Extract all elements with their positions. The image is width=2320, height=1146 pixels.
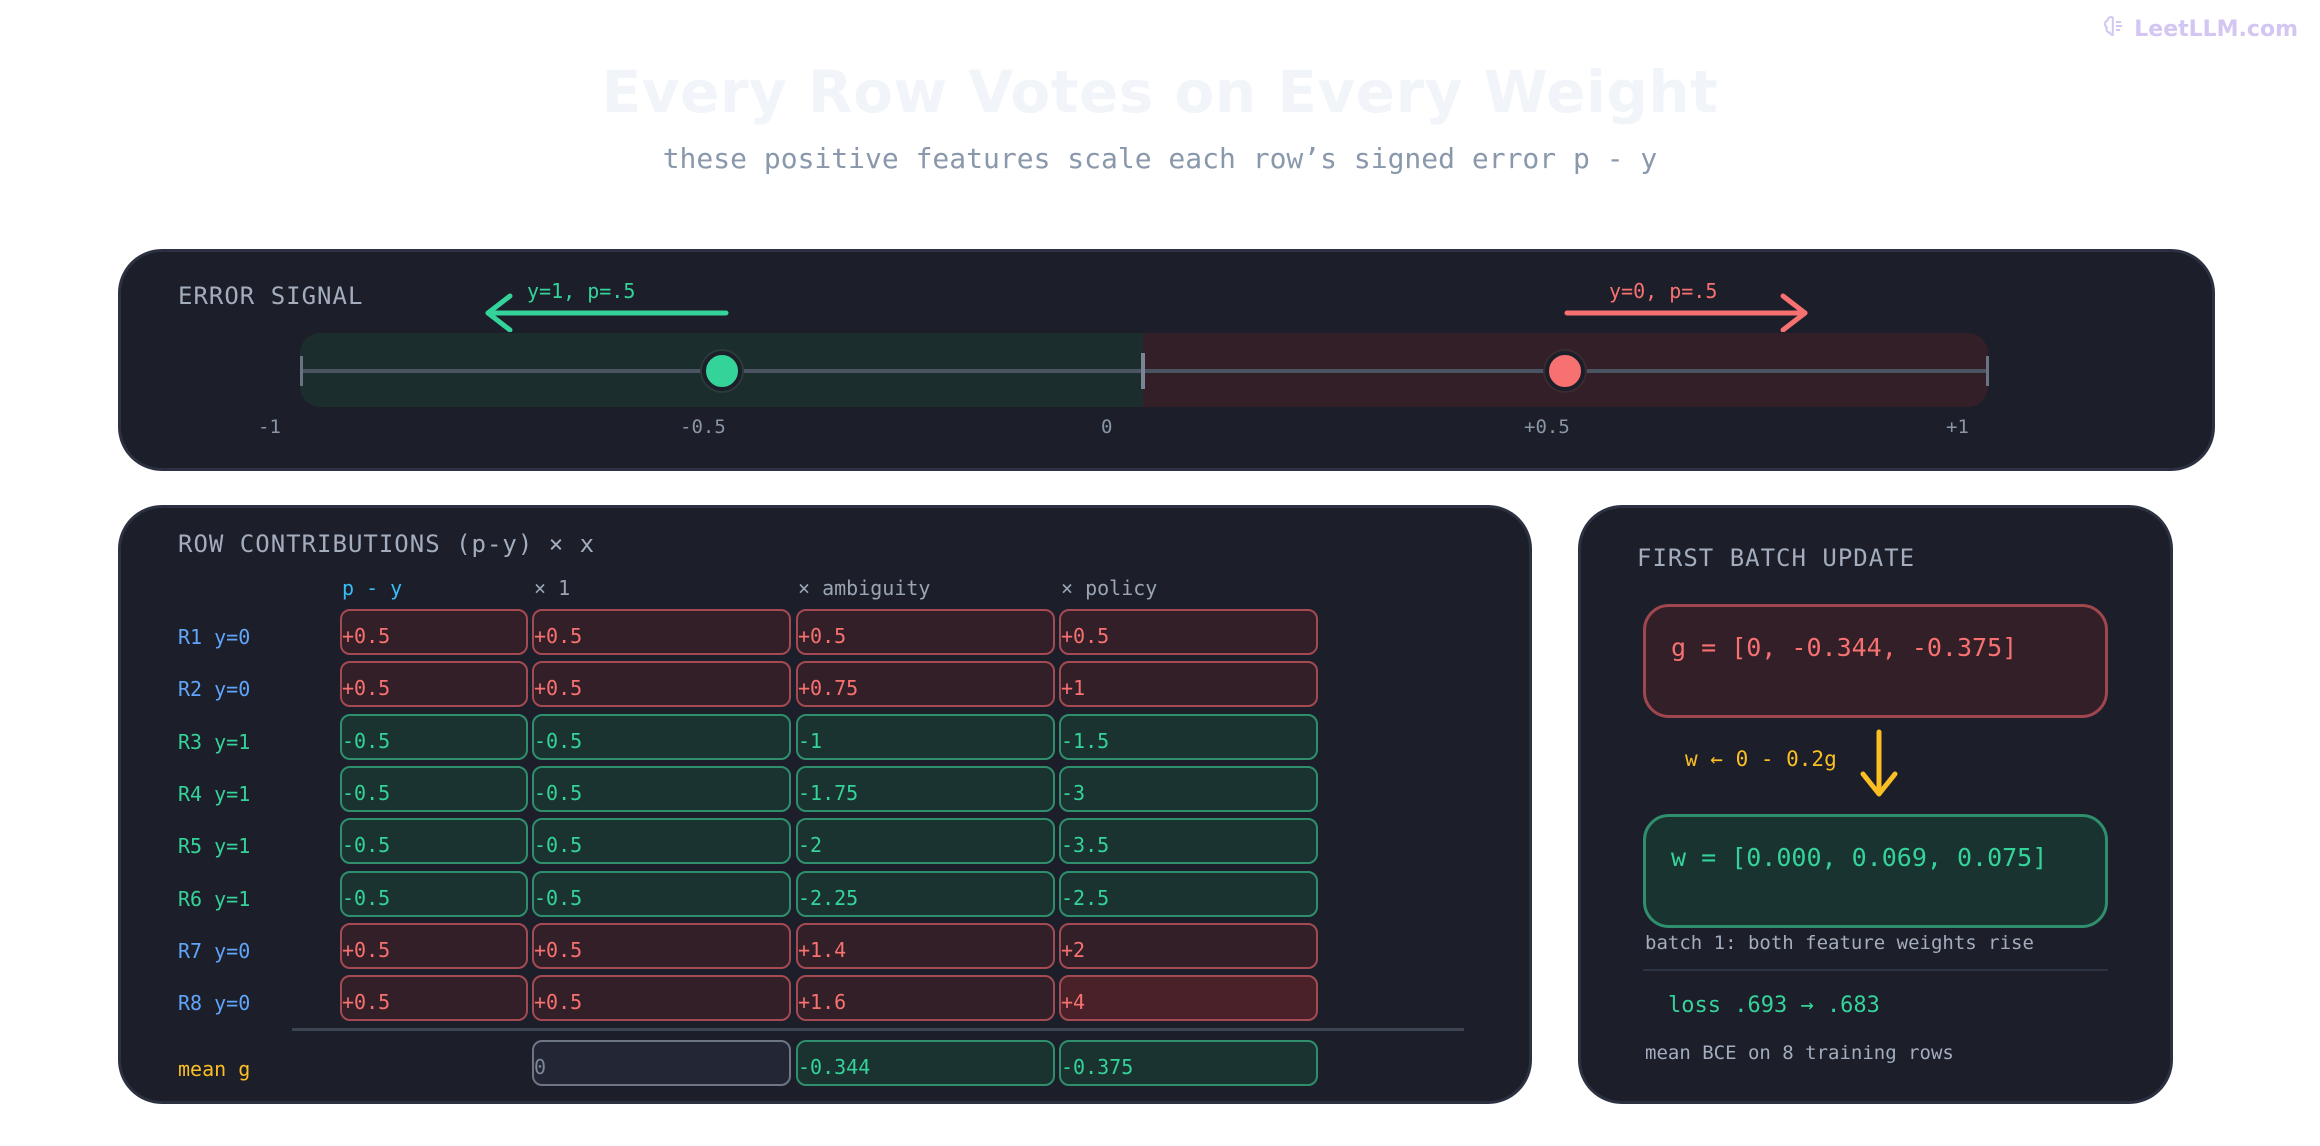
contribution-cell: -0.5 xyxy=(340,871,528,917)
batch-update-heading: FIRST BATCH UPDATE xyxy=(1637,544,1916,572)
mean-cell-ambiguity: -0.344 xyxy=(796,1040,1055,1086)
column-header-times-one: × 1 xyxy=(534,576,571,600)
contribution-cell: -1 xyxy=(796,714,1055,760)
contribution-cell: +0.5 xyxy=(340,975,528,1021)
page-subtitle: these positive features scale each row’s… xyxy=(662,142,1658,175)
contribution-cell: +0.5 xyxy=(796,609,1055,655)
left-arrow-label: y=1, p=.5 xyxy=(527,279,636,303)
row-label: R3 y=1 xyxy=(178,730,251,754)
tick-label-neg-half: -0.5 xyxy=(680,416,726,438)
gradient-box: g = [0, -0.344, -0.375] xyxy=(1643,604,2108,718)
row-label: R4 y=1 xyxy=(178,782,251,806)
tick-label-neg1: -1 xyxy=(258,416,281,438)
contribution-cell: -1.5 xyxy=(1059,714,1318,760)
contribution-cell: -0.5 xyxy=(532,871,791,917)
contribution-cell: +1.4 xyxy=(796,923,1055,969)
tick-label-pos1: +1 xyxy=(1946,416,1969,438)
contribution-cell: -0.5 xyxy=(532,714,791,760)
tick-label-zero: 0 xyxy=(1101,416,1113,438)
contribution-cell: +0.5 xyxy=(532,609,791,655)
tick-label-pos-half: +0.5 xyxy=(1524,416,1570,438)
contribution-cell: -1.75 xyxy=(796,766,1055,812)
column-header-p-minus-y: p - y xyxy=(342,576,403,600)
contribution-cell: -3 xyxy=(1059,766,1318,812)
contribution-cell: +0.5 xyxy=(532,661,791,707)
axis-tick-max xyxy=(1986,356,1989,386)
contribution-cell: +0.5 xyxy=(340,661,528,707)
row-label: R8 y=0 xyxy=(178,991,251,1015)
down-arrow-icon xyxy=(1860,729,1898,797)
contribution-cell: +4 xyxy=(1059,975,1318,1021)
contribution-cell: -3.5 xyxy=(1059,818,1318,864)
brand-watermark: LeetLLM.com xyxy=(2102,14,2298,44)
page-title: Every Row Votes on Every Weight xyxy=(601,58,1719,126)
positive-error-marker xyxy=(1545,351,1585,391)
watermark-text[interactable]: LeetLLM.com xyxy=(2134,16,2298,42)
row-contributions-heading: ROW CONTRIBUTIONS (p-y) × x xyxy=(178,530,596,558)
error-signal-heading: ERROR SIGNAL xyxy=(178,282,364,310)
contribution-cell: -2.5 xyxy=(1059,871,1318,917)
column-header-times-policy: × policy xyxy=(1061,576,1158,600)
contribution-cell: +0.5 xyxy=(340,923,528,969)
contribution-cell: +0.5 xyxy=(1059,609,1318,655)
weights-note: batch 1: both feature weights rise xyxy=(1645,932,2034,954)
contribution-cell: -2.25 xyxy=(796,871,1055,917)
contribution-cell: +1 xyxy=(1059,661,1318,707)
batch-separator xyxy=(1643,969,2108,971)
brain-icon xyxy=(2102,14,2126,44)
contribution-cell: -0.5 xyxy=(340,818,528,864)
column-header-times-ambiguity: × ambiguity xyxy=(798,576,931,600)
left-arrow-icon xyxy=(485,293,729,332)
mean-row-label: mean g xyxy=(178,1057,251,1081)
negative-error-marker xyxy=(702,351,742,391)
loss-readout: loss .693 → .683 xyxy=(1668,993,1880,1018)
row-label: R1 y=0 xyxy=(178,625,251,649)
row-label: R5 y=1 xyxy=(178,834,251,858)
update-rule: w ← 0 - 0.2g xyxy=(1685,747,1837,771)
right-arrow-icon xyxy=(1564,293,1808,332)
axis-tick-zero xyxy=(1141,353,1145,389)
contribution-cell: +0.75 xyxy=(796,661,1055,707)
contribution-cell: -0.5 xyxy=(340,766,528,812)
contribution-cell: +2 xyxy=(1059,923,1318,969)
contribution-cell: -0.5 xyxy=(340,714,528,760)
mean-divider xyxy=(292,1028,1464,1031)
loss-note: mean BCE on 8 training rows xyxy=(1645,1042,1954,1064)
row-label: R7 y=0 xyxy=(178,939,251,963)
row-label: R2 y=0 xyxy=(178,677,251,701)
contribution-cell: -2 xyxy=(796,818,1055,864)
axis-tick-min xyxy=(300,356,303,386)
weights-box: w = [0.000, 0.069, 0.075] xyxy=(1643,814,2108,928)
contribution-cell: +1.6 xyxy=(796,975,1055,1021)
contribution-cell: -0.5 xyxy=(532,818,791,864)
contribution-cell: -0.5 xyxy=(532,766,791,812)
right-arrow-label: y=0, p=.5 xyxy=(1609,279,1718,303)
contribution-cell: +0.5 xyxy=(340,609,528,655)
contribution-cell: +0.5 xyxy=(532,975,791,1021)
contribution-cell: +0.5 xyxy=(532,923,791,969)
mean-cell-bias: 0 xyxy=(532,1040,791,1086)
mean-cell-policy: -0.375 xyxy=(1059,1040,1318,1086)
row-label: R6 y=1 xyxy=(178,887,251,911)
error-axis-line xyxy=(302,369,1988,373)
